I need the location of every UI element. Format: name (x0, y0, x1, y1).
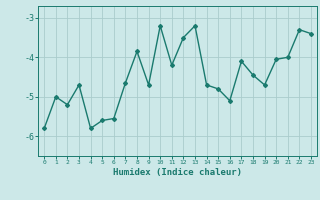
X-axis label: Humidex (Indice chaleur): Humidex (Indice chaleur) (113, 168, 242, 177)
